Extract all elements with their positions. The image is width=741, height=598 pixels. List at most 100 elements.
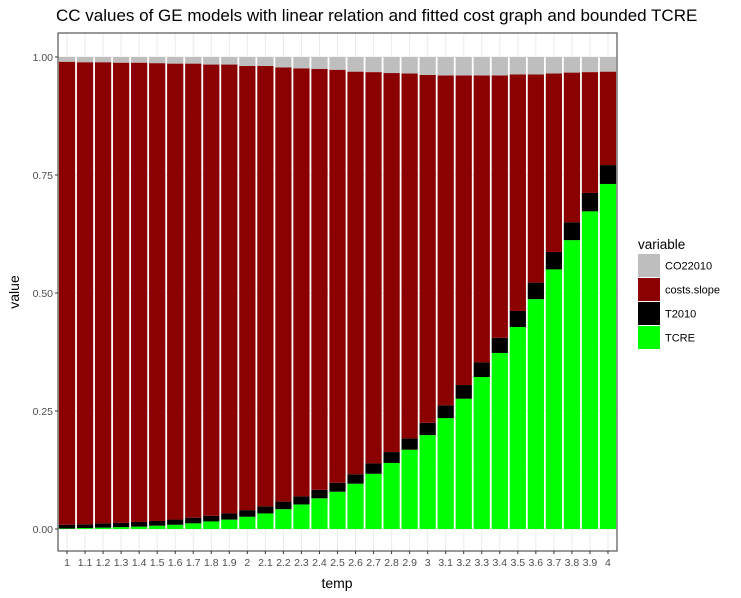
bar-segment-co22010 bbox=[419, 57, 436, 75]
bar-segment-t2010 bbox=[221, 513, 238, 520]
x-tick-label: 2.8 bbox=[384, 557, 399, 569]
bar-segment-tcre bbox=[419, 435, 436, 529]
bar-segment-t2010 bbox=[167, 519, 184, 525]
bar-segment-costs-slope bbox=[167, 63, 184, 520]
legend-label: CO22010 bbox=[665, 261, 712, 273]
bar-segment-costs-slope bbox=[275, 67, 292, 502]
x-tick-label: 2 bbox=[244, 557, 250, 569]
bar-segment-tcre bbox=[275, 509, 292, 529]
bar-segment-costs-slope bbox=[581, 72, 599, 193]
bar-segment-t2010 bbox=[203, 515, 220, 522]
bar-segment-costs-slope bbox=[455, 75, 472, 386]
x-tick-label: 1 bbox=[64, 557, 70, 569]
bar-segment-tcre bbox=[239, 516, 256, 529]
x-tick-label: 1.6 bbox=[168, 557, 183, 569]
bar-segment-costs-slope bbox=[239, 65, 256, 511]
bar-segment-co22010 bbox=[58, 57, 76, 62]
bar-segment-tcre bbox=[131, 526, 148, 529]
bar-segment-t2010 bbox=[599, 165, 617, 184]
bar-segment-costs-slope bbox=[491, 75, 508, 338]
bar-segment-tcre bbox=[221, 519, 238, 529]
bar-segment-costs-slope bbox=[563, 72, 581, 223]
bar-segment-tcre bbox=[581, 211, 599, 529]
bar-segment-costs-slope bbox=[257, 65, 274, 507]
x-tick-label: 2.9 bbox=[402, 557, 417, 569]
x-tick-label: 3.4 bbox=[492, 557, 507, 569]
y-tick-label: 0.50 bbox=[33, 288, 54, 300]
bar-segment-co22010 bbox=[311, 57, 328, 69]
bar-segment-tcre bbox=[509, 326, 526, 529]
legend-key bbox=[638, 326, 660, 349]
bar-segment-t2010 bbox=[311, 489, 328, 499]
bar-segment-tcre bbox=[76, 528, 94, 529]
bar-segment-t2010 bbox=[419, 422, 436, 436]
bar-segment-tcre bbox=[527, 299, 544, 529]
bar-segment-t2010 bbox=[509, 310, 526, 327]
bar-segment-co22010 bbox=[131, 57, 148, 63]
bar-segment-tcre bbox=[149, 525, 166, 529]
bar-segment-co22010 bbox=[221, 57, 238, 65]
legend: variable CO22010 costs.slope T2010 TCRE bbox=[638, 237, 720, 349]
bar-segment-tcre bbox=[491, 352, 508, 529]
legend-label: costs.slope bbox=[665, 285, 720, 297]
bar-segment-co22010 bbox=[455, 57, 472, 76]
x-tick-label: 1.9 bbox=[222, 557, 237, 569]
x-tick-label: 2.4 bbox=[312, 557, 327, 569]
bar-segment-tcre bbox=[365, 473, 382, 529]
legend-title: variable bbox=[638, 237, 685, 252]
bar-segment-t2010 bbox=[131, 521, 148, 527]
bar-segment-co22010 bbox=[76, 57, 94, 63]
bar-segment-co22010 bbox=[581, 57, 599, 73]
legend-key bbox=[638, 302, 660, 325]
legend-label: TCRE bbox=[665, 333, 695, 345]
x-tick-label: 3.6 bbox=[529, 557, 544, 569]
bar-segment-co22010 bbox=[329, 57, 346, 70]
bar-segment-t2010 bbox=[473, 362, 490, 378]
bar-segment-tcre bbox=[545, 269, 563, 529]
bar-segment-costs-slope bbox=[545, 73, 563, 252]
bar-segment-tcre bbox=[473, 377, 490, 529]
bar-segment-t2010 bbox=[347, 474, 364, 484]
bar-segment-costs-slope bbox=[58, 61, 76, 525]
bar-segment-t2010 bbox=[94, 523, 112, 528]
bar-segment-costs-slope bbox=[311, 68, 328, 490]
bar-segment-t2010 bbox=[329, 482, 346, 492]
y-tick-label: 0.25 bbox=[33, 406, 54, 418]
bar-segment-co22010 bbox=[94, 57, 112, 63]
bar-segment-co22010 bbox=[473, 57, 490, 76]
bar-segment-tcre bbox=[329, 491, 346, 529]
x-tick-label: 3.9 bbox=[583, 557, 598, 569]
x-tick-label: 2.3 bbox=[294, 557, 309, 569]
x-tick-label: 2.2 bbox=[276, 557, 291, 569]
bar-segment-tcre bbox=[437, 418, 454, 529]
x-tick-label: 1.3 bbox=[114, 557, 129, 569]
bar-segment-t2010 bbox=[545, 251, 563, 270]
x-tick-label: 3.2 bbox=[456, 557, 471, 569]
bar-segment-costs-slope bbox=[131, 62, 148, 522]
x-tick-label: 3.8 bbox=[565, 557, 580, 569]
bar-segment-costs-slope bbox=[221, 64, 238, 514]
x-tick-label: 1.4 bbox=[132, 557, 147, 569]
bar-segment-costs-slope bbox=[383, 73, 400, 453]
bar-segment-t2010 bbox=[275, 501, 292, 510]
bar-segment-costs-slope bbox=[347, 71, 364, 475]
bar-segment-t2010 bbox=[455, 385, 472, 399]
bar-segment-tcre bbox=[293, 504, 310, 529]
bar-segment-co22010 bbox=[527, 57, 544, 75]
bar-segment-co22010 bbox=[437, 57, 454, 76]
bar-segment-costs-slope bbox=[112, 62, 130, 523]
bar-segment-tcre bbox=[401, 449, 418, 529]
x-tick-label: 1.8 bbox=[204, 557, 219, 569]
bar-segment-costs-slope bbox=[473, 75, 490, 363]
x-tick-label: 3 bbox=[425, 557, 431, 569]
legend-label: T2010 bbox=[665, 309, 696, 321]
bar-segment-tcre bbox=[112, 527, 130, 529]
x-tick-label: 2.1 bbox=[258, 557, 273, 569]
x-axis-title: temp bbox=[321, 575, 352, 591]
x-tick-label: 1.1 bbox=[78, 557, 93, 569]
bar-segment-co22010 bbox=[257, 57, 274, 66]
y-tick-label: 1.00 bbox=[33, 52, 54, 64]
x-tick-label: 3.1 bbox=[438, 557, 453, 569]
bar-segment-costs-slope bbox=[599, 71, 617, 166]
bar-segment-costs-slope bbox=[203, 64, 220, 516]
